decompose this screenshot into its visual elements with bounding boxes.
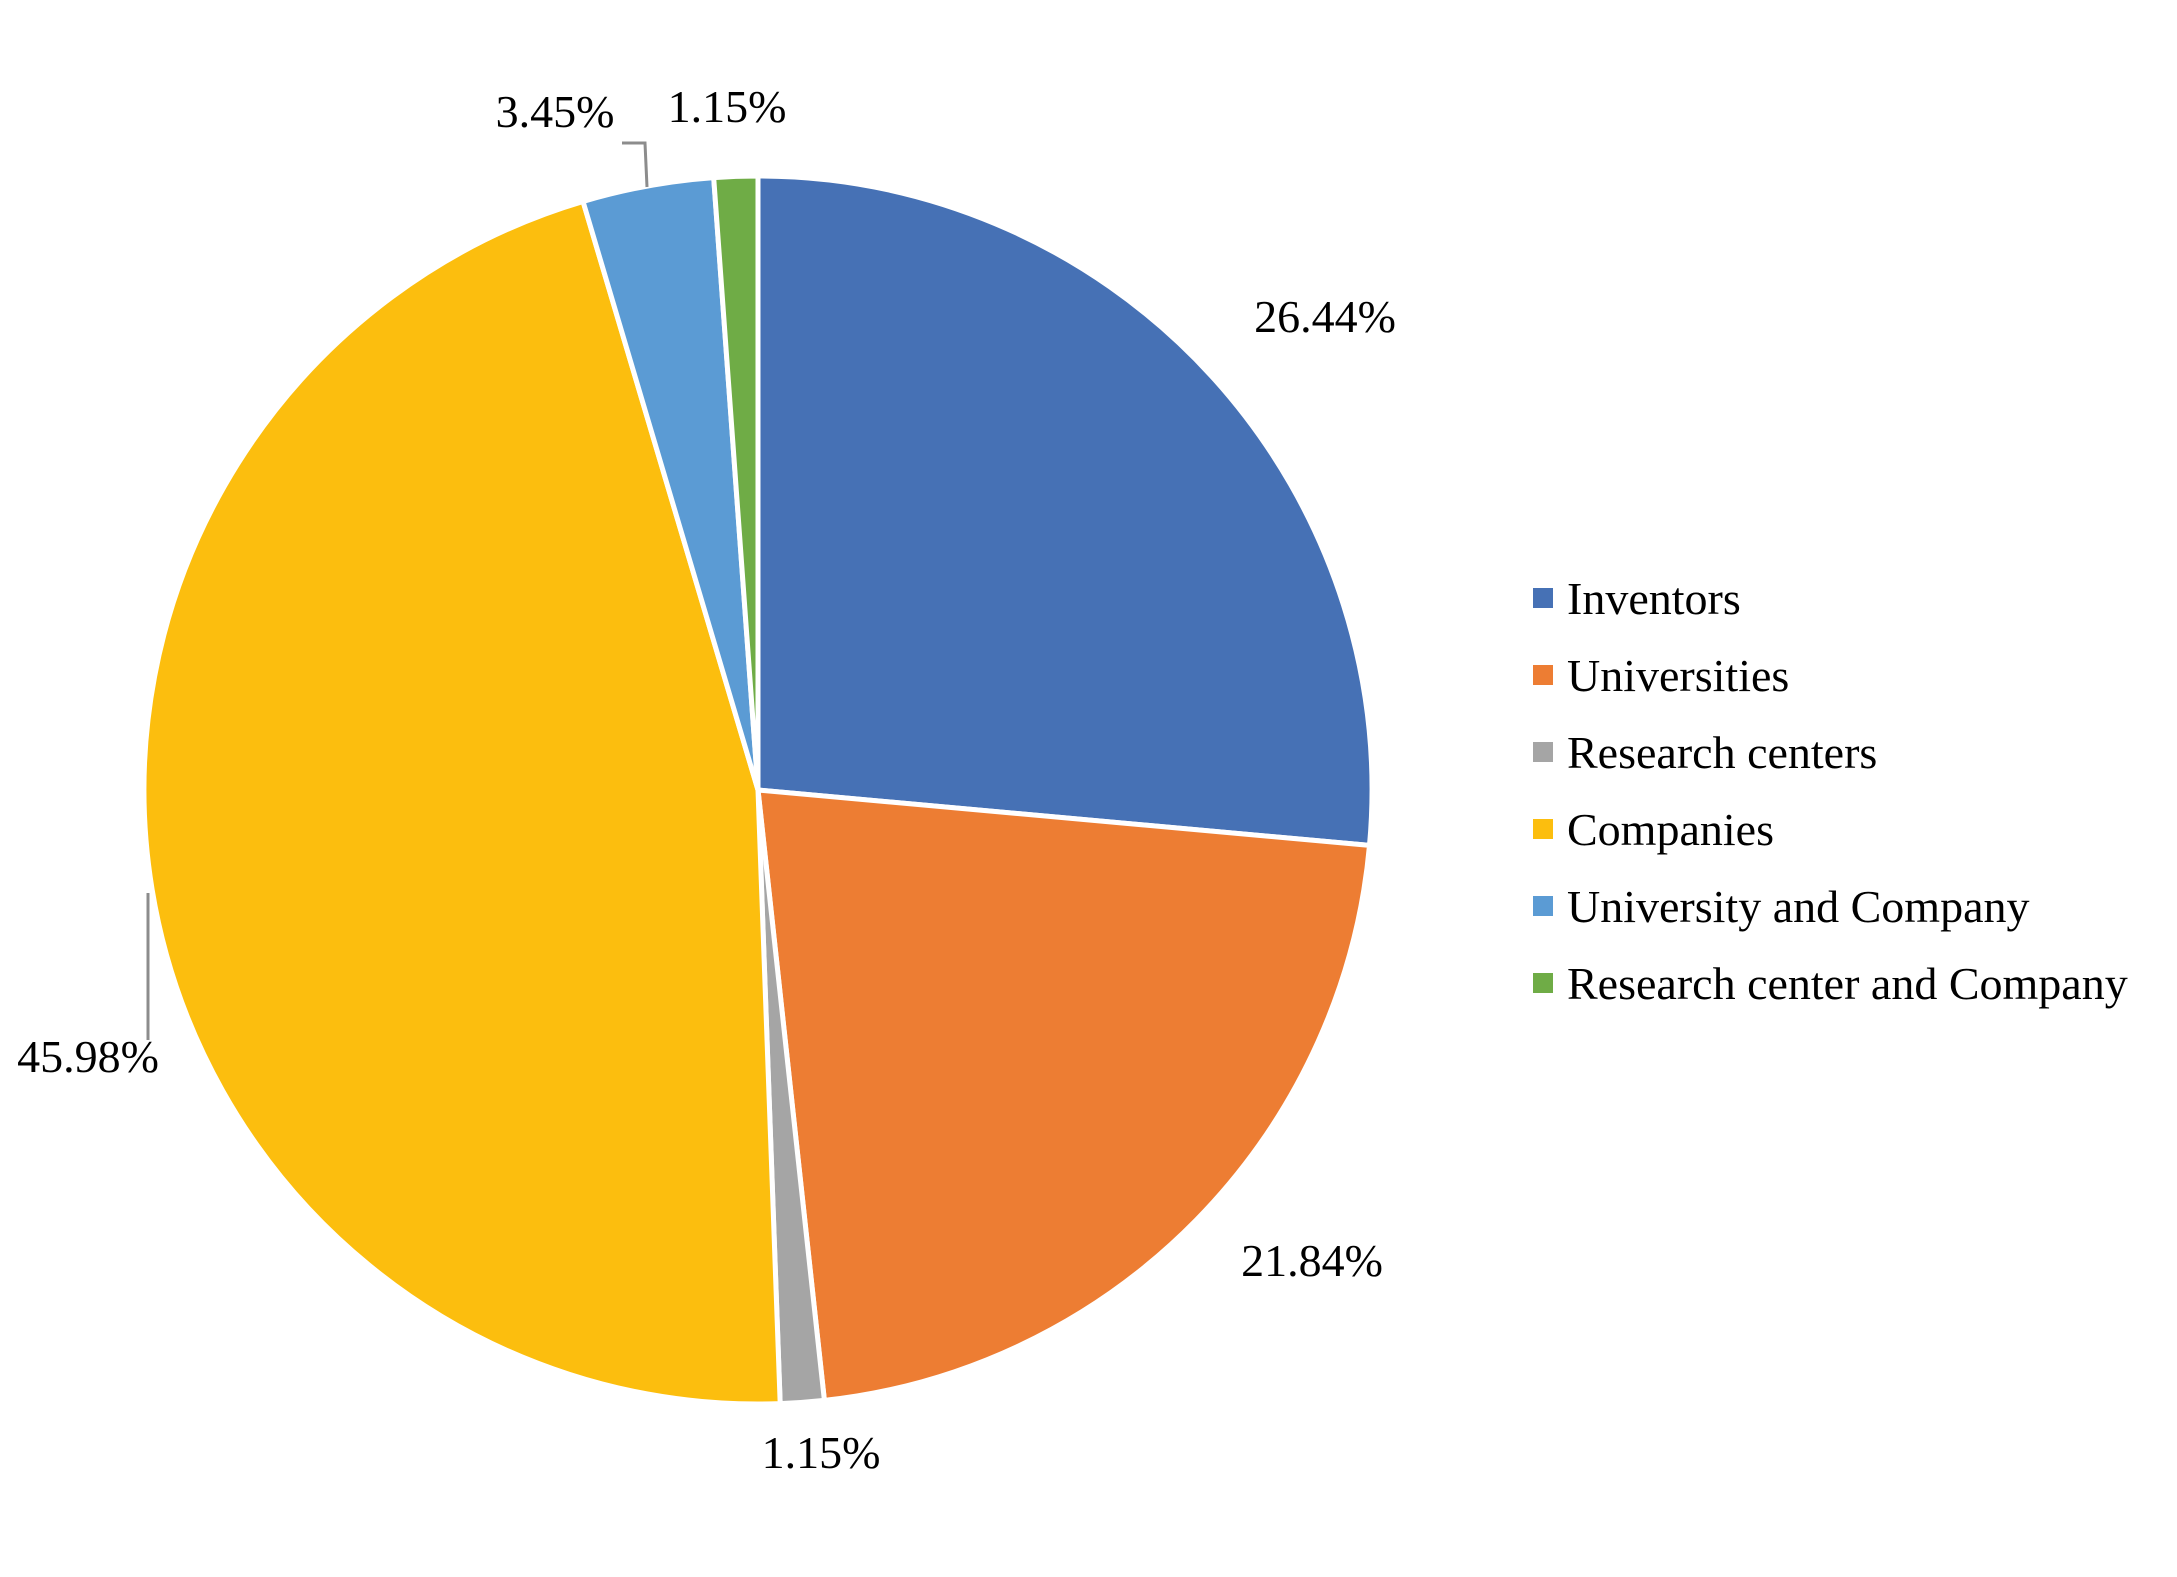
legend-label-inventors: Inventors: [1567, 573, 1741, 624]
legend: Inventors Universities Research centers Com…: [1533, 573, 2128, 1009]
data-labels: 26.44% 21.84% 1.15% 45.98% 3.45% 1.15%: [17, 81, 1396, 1478]
legend-swatch-research-center-and-company: [1533, 973, 1553, 993]
legend-label-universities: Universities: [1567, 650, 1789, 701]
legend-swatch-companies: [1533, 819, 1553, 839]
legend-item-research-centers: Research centers: [1533, 727, 1877, 778]
legend-swatch-universities: [1533, 665, 1553, 685]
legend-label-research-center-and-company: Research center and Company: [1567, 958, 2128, 1009]
legend-label-university-and-company: University and Company: [1567, 881, 2030, 932]
legend-item-inventors: Inventors: [1533, 573, 1741, 624]
pie-slice-research-center-and-company: [711, 173, 761, 793]
pie-slice-inventors: [755, 173, 1375, 848]
data-label-companies: 45.98%: [17, 1031, 159, 1082]
pie-slices: [141, 173, 1375, 1407]
legend-item-companies: Companies: [1533, 804, 1774, 855]
legend-item-university-and-company: University and Company: [1533, 881, 2030, 932]
data-label-research-center-and-company: 1.15%: [668, 81, 787, 132]
legend-item-universities: Universities: [1533, 650, 1789, 701]
legend-swatch-university-and-company: [1533, 896, 1553, 916]
data-label-universities: 21.84%: [1241, 1235, 1383, 1286]
data-label-research-centers: 1.15%: [762, 1427, 881, 1478]
legend-label-research-centers: Research centers: [1567, 727, 1877, 778]
legend-swatch-inventors: [1533, 588, 1553, 608]
legend-item-research-center-and-company: Research center and Company: [1533, 958, 2128, 1009]
data-label-inventors: 26.44%: [1254, 291, 1396, 342]
leader-lines: [146, 141, 649, 1040]
pie-slice-companies: [141, 198, 783, 1407]
pie-slice-universities: [755, 787, 1372, 1403]
leader-line-university-and-company: [622, 141, 649, 188]
data-label-university-and-company: 3.45%: [496, 86, 615, 137]
legend-label-companies: Companies: [1567, 804, 1774, 855]
legend-swatch-research-centers: [1533, 742, 1553, 762]
